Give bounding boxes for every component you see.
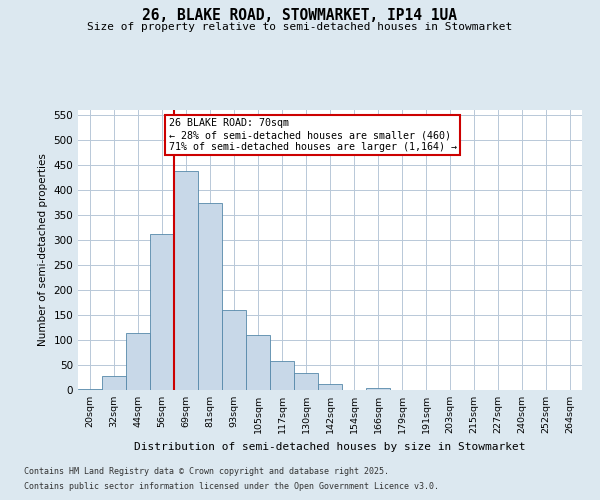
Text: Distribution of semi-detached houses by size in Stowmarket: Distribution of semi-detached houses by … (134, 442, 526, 452)
Text: Contains HM Land Registry data © Crown copyright and database right 2025.: Contains HM Land Registry data © Crown c… (24, 467, 389, 476)
Text: 26, BLAKE ROAD, STOWMARKET, IP14 1UA: 26, BLAKE ROAD, STOWMARKET, IP14 1UA (143, 8, 458, 22)
Bar (294, 372, 318, 390)
Y-axis label: Number of semi-detached properties: Number of semi-detached properties (38, 154, 48, 346)
Text: 26 BLAKE ROAD: 70sqm
← 28% of semi-detached houses are smaller (460)
71% of semi: 26 BLAKE ROAD: 70sqm ← 28% of semi-detac… (169, 118, 457, 152)
Bar (78, 388, 102, 390)
Text: Contains public sector information licensed under the Open Government Licence v3: Contains public sector information licen… (24, 482, 439, 491)
Text: Size of property relative to semi-detached houses in Stowmarket: Size of property relative to semi-detach… (88, 22, 512, 32)
Bar (246, 335, 270, 390)
Bar (270, 361, 294, 390)
Bar (150, 234, 174, 390)
Bar (318, 384, 342, 390)
Bar (222, 310, 246, 390)
Bar (174, 171, 198, 390)
Bar (366, 388, 390, 390)
Bar (198, 202, 222, 390)
Bar (126, 332, 150, 390)
Bar (102, 376, 126, 390)
